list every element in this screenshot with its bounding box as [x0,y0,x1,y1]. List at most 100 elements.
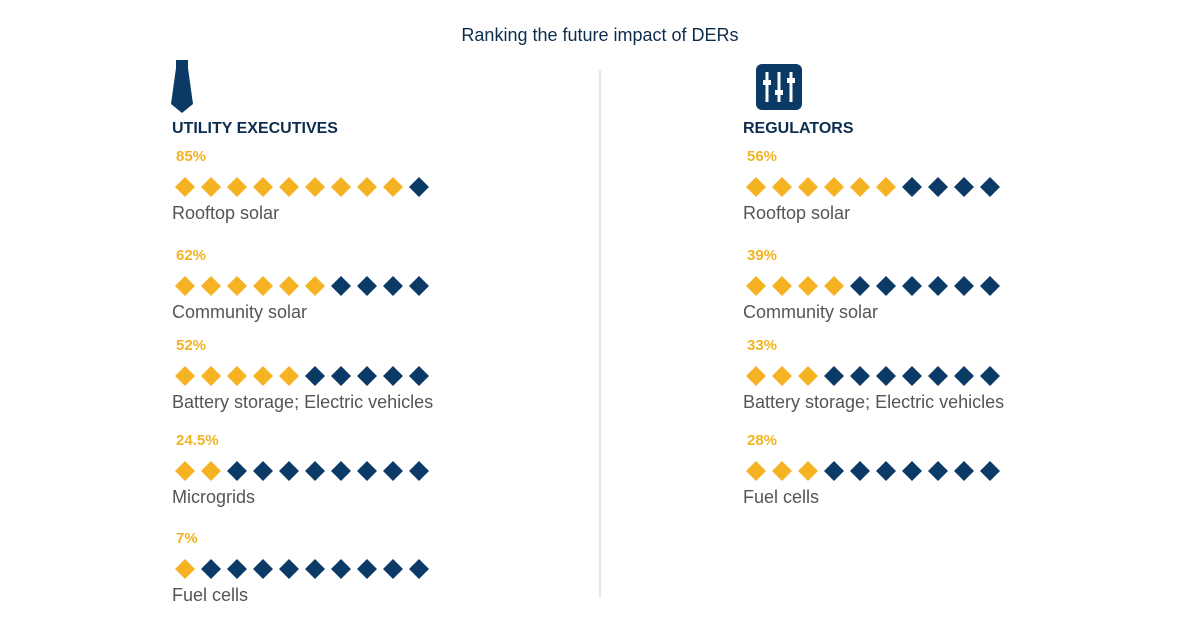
diamond [279,276,299,296]
diamond [746,461,766,481]
diamond [331,461,351,481]
diamond [227,559,247,579]
diamond [383,461,403,481]
diamond [227,177,247,197]
diamond [409,276,429,296]
diamond [357,177,377,197]
diamond [175,366,195,386]
category-label: Battery storage; Electric vehicles [743,392,1004,412]
value-label: 56% [747,148,777,165]
diamond [253,276,273,296]
category-label: Rooftop solar [743,203,850,223]
value-label: 7% [176,530,198,547]
category-label: Microgrids [172,487,255,507]
diamond [954,276,974,296]
diamond [954,177,974,197]
diamond [876,461,896,481]
diamond-row [175,366,429,386]
diamond [305,276,325,296]
diamond [409,177,429,197]
diamond [772,276,792,296]
diamond [201,366,221,386]
diamond [227,461,247,481]
diamond [201,276,221,296]
diamond [824,461,844,481]
diamond [253,177,273,197]
diamond [876,177,896,197]
diamond [850,461,870,481]
diamond [902,276,922,296]
diamond [383,177,403,197]
diamond-row [746,276,1000,296]
value-label: 52% [176,337,206,354]
value-label: 28% [747,432,777,449]
category-label: Fuel cells [172,585,248,605]
diamond [409,559,429,579]
diamond [980,177,1000,197]
diamond [279,177,299,197]
diamond [772,177,792,197]
diamond [331,276,351,296]
diamond [331,366,351,386]
diamond [175,177,195,197]
diamond [253,366,273,386]
diamond [279,366,299,386]
diamond [798,276,818,296]
diamond [201,559,221,579]
diamond [175,461,195,481]
category-label: Rooftop solar [172,203,279,223]
diamond [850,366,870,386]
diamond [876,276,896,296]
chart-title: Ranking the future impact of DERs [461,25,738,45]
diamond [954,461,974,481]
diamond [928,461,948,481]
diamond [409,461,429,481]
diamond [305,366,325,386]
diamond [850,177,870,197]
diamond [175,276,195,296]
diamond [175,559,195,579]
diamond [980,461,1000,481]
diamond [798,461,818,481]
diamond [383,366,403,386]
diamond [201,461,221,481]
diamond [850,276,870,296]
sliders-icon [756,64,802,110]
diamond [902,366,922,386]
diamond [746,276,766,296]
diamond [954,366,974,386]
diamond-row [175,177,429,197]
tie-icon [171,60,193,113]
diamond [902,177,922,197]
diamond [876,366,896,386]
diamond [902,461,922,481]
diamond [824,366,844,386]
diamond-row [175,559,429,579]
value-label: 62% [176,247,206,264]
diamond [980,276,1000,296]
diamond [305,461,325,481]
diamond [824,276,844,296]
diamond [253,559,273,579]
diamond [746,366,766,386]
diamond [305,177,325,197]
diamond-row [746,366,1000,386]
diamond [746,177,766,197]
diamond [357,366,377,386]
value-label: 24.5% [176,432,219,449]
diamond [383,276,403,296]
diamond [227,276,247,296]
diamond [772,366,792,386]
value-label: 33% [747,337,777,354]
value-label: 39% [747,247,777,264]
category-label: Fuel cells [743,487,819,507]
diamond-row [746,177,1000,197]
diamond [227,366,247,386]
diamond [928,276,948,296]
panel-title: UTILITY EXECUTIVES [172,120,338,137]
diamond [279,559,299,579]
panel-title: REGULATORS [743,120,854,137]
diamond [201,177,221,197]
